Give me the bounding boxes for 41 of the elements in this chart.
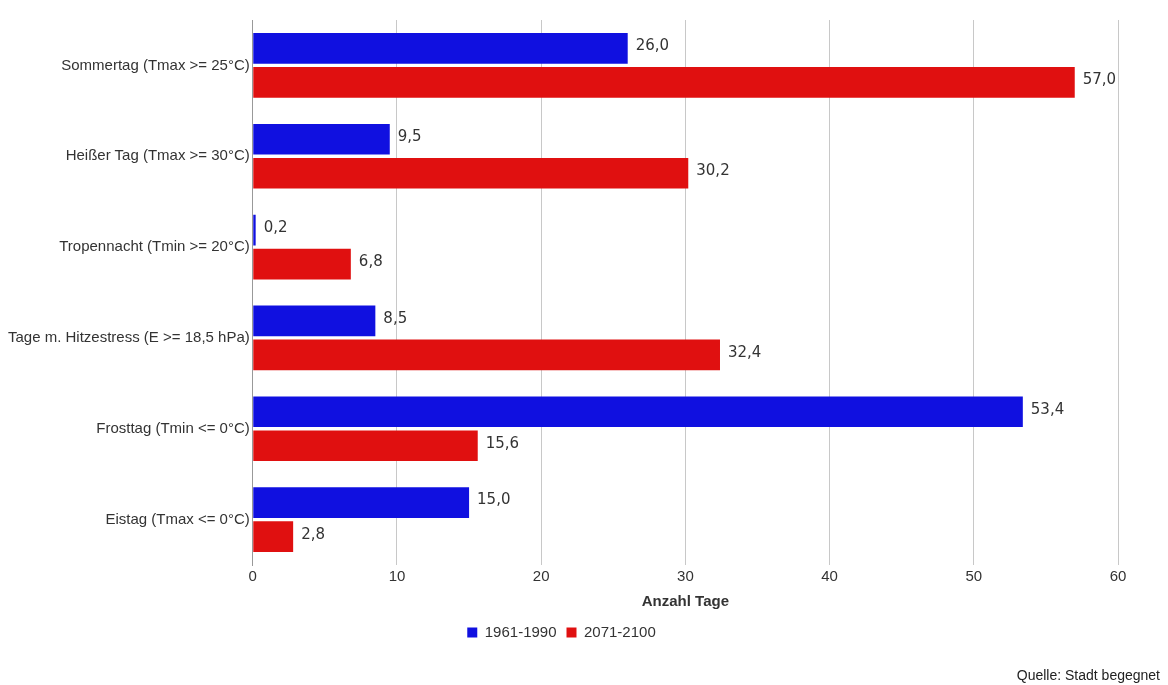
y-tick-label: Sommertag (Tmax >= 25°C) xyxy=(61,55,250,73)
x-axis-title: Anzahl Tage xyxy=(641,592,729,610)
bar xyxy=(253,248,351,280)
data-label: 53,4 xyxy=(1030,399,1065,418)
x-tick-label: 10 xyxy=(388,567,406,585)
y-tick-label: Frosttag (Tmin <= 0°C) xyxy=(96,418,250,436)
data-label: 0,2 xyxy=(263,217,288,236)
x-tick-label: 30 xyxy=(677,567,694,585)
bar xyxy=(253,521,294,552)
bar xyxy=(253,123,390,155)
bar xyxy=(253,33,628,64)
x-tick-label: 0 xyxy=(248,567,257,585)
y-tick-label: Tage m. Hitzestress (E >= 18,5 hPa) xyxy=(7,328,250,346)
x-tick-label: 60 xyxy=(1109,567,1127,585)
data-label: 26,0 xyxy=(635,36,670,55)
x-tick-label: 50 xyxy=(965,567,983,585)
data-label: 9,5 xyxy=(397,127,422,146)
bar xyxy=(253,214,256,246)
y-tick-label: Heißer Tag (Tmax >= 30°C) xyxy=(65,146,250,164)
data-label: 15,6 xyxy=(485,433,520,452)
y-tick-label: Eistag (Tmax <= 0°C) xyxy=(105,509,250,527)
bar xyxy=(253,487,470,518)
data-label: 32,4 xyxy=(728,342,762,361)
bar xyxy=(253,339,720,371)
source-note: Quelle: Stadt begegnet xyxy=(1016,667,1160,683)
bar xyxy=(253,305,376,337)
bar xyxy=(253,430,478,462)
bar xyxy=(253,157,689,189)
x-tick-label: 40 xyxy=(821,567,838,585)
x-tick-label: 20 xyxy=(532,567,550,585)
data-label: 57,0 xyxy=(1082,70,1117,89)
legend-label: 1961-1990 xyxy=(484,622,557,640)
legend-label: 2071-2100 xyxy=(584,622,656,640)
bar xyxy=(253,396,1023,428)
y-tick-label: Tropennacht (Tmin >= 20°C) xyxy=(59,237,250,255)
data-label: 15,0 xyxy=(477,490,511,509)
data-label: 2,8 xyxy=(301,524,326,543)
data-label: 30,2 xyxy=(696,161,730,180)
bar xyxy=(253,67,1075,98)
data-label: 8,5 xyxy=(383,308,408,327)
data-label: 6,8 xyxy=(358,252,383,271)
